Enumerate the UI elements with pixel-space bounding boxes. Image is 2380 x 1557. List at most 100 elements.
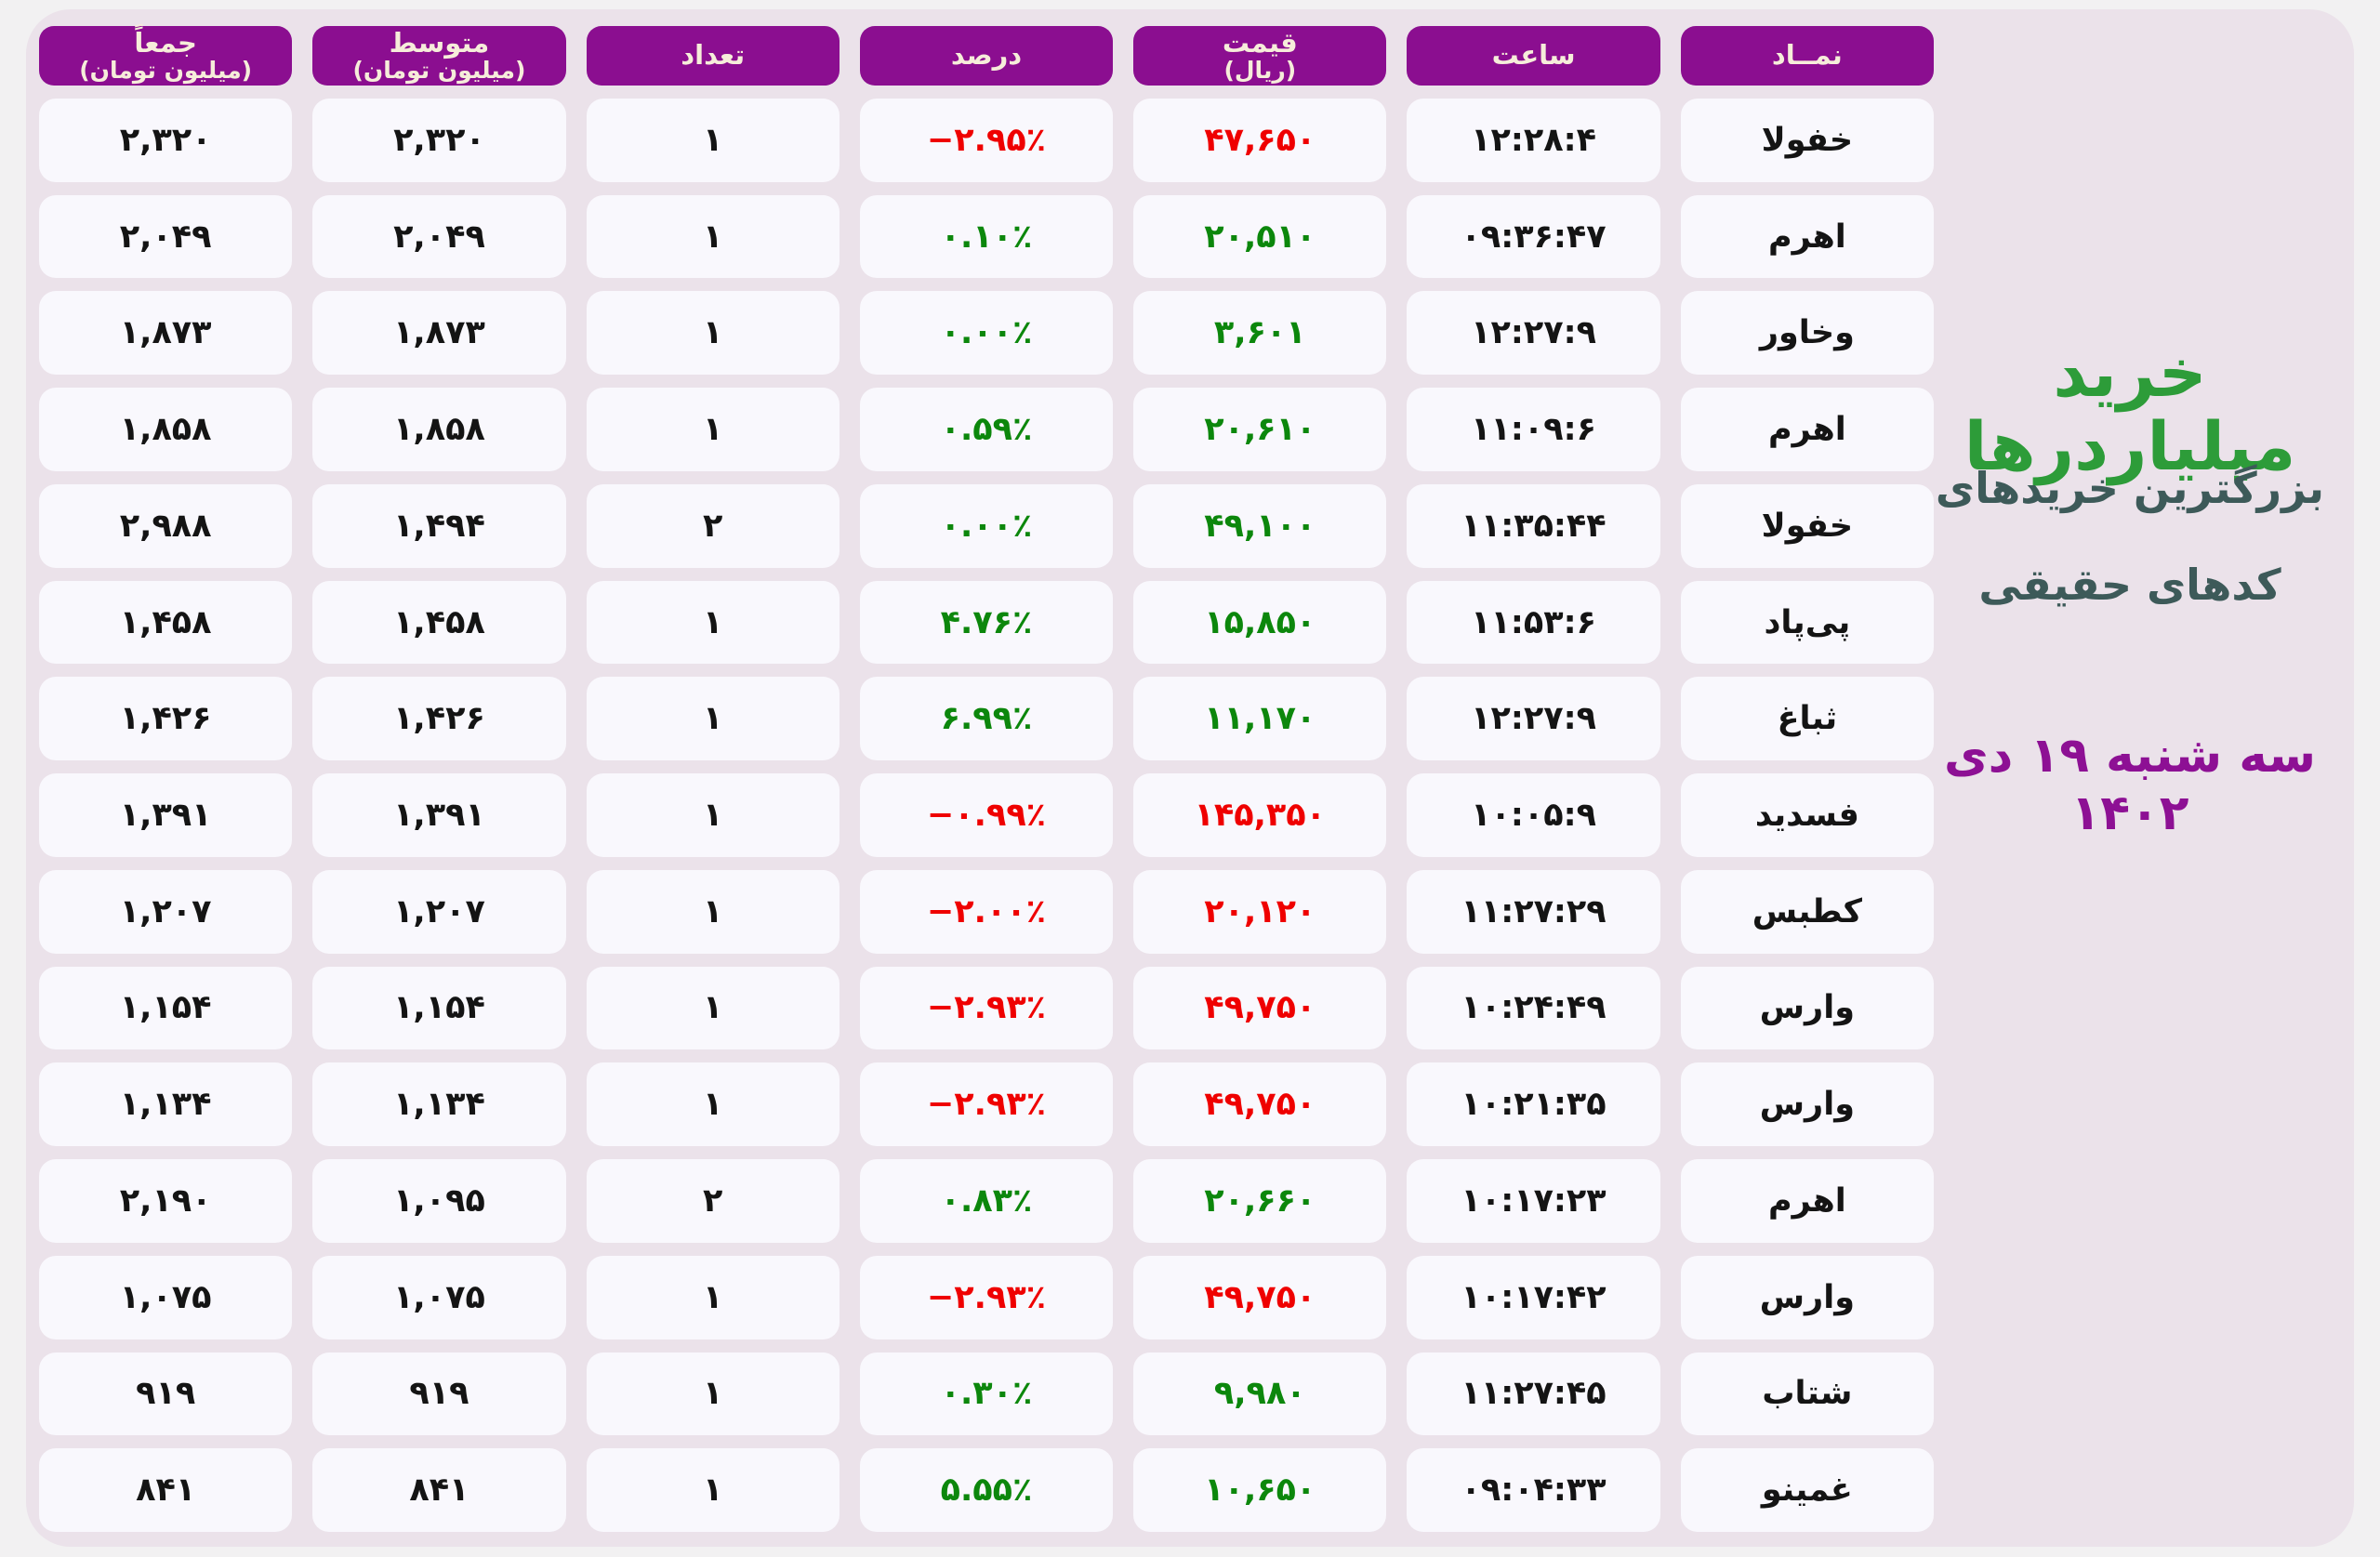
cell-total-row4: ۱,۸۵۸ [39, 388, 293, 471]
cell-time-row11: ۱۰:۲۱:۳۵ [1407, 1062, 1660, 1147]
column-header-percent: درصد [859, 26, 1114, 86]
cell-count-row14: ۱ [586, 1352, 840, 1436]
cell-symbol-row4: اهرم [1680, 388, 1934, 471]
cell-time-row15: ۰۹:۰۴:۳۳ [1407, 1448, 1660, 1532]
cell-count-row11: ۱ [586, 1062, 840, 1147]
cell-average-row2: ۲,۰۴۹ [312, 194, 566, 279]
cell-symbol-row8: فسدید [1680, 773, 1934, 857]
cell-symbol-row9: کطبس [1680, 869, 1934, 954]
column-header-label: تعداد [681, 39, 746, 72]
cell-percent-row9: −۲.۰۰٪ [859, 869, 1114, 954]
column-header-sublabel: (ریال) [1223, 57, 1297, 85]
cell-time-row10: ۱۰:۲۴:۴۹ [1407, 966, 1660, 1050]
column-header-label: جمعاً [134, 26, 197, 59]
cell-symbol-row3: وخاور [1680, 291, 1934, 376]
cell-percent-row1: −۲.۹۵٪ [859, 99, 1114, 182]
column-header-label: نمــاد [1771, 39, 1843, 72]
cell-symbol-row1: خفولا [1680, 99, 1934, 182]
cell-average-row4: ۱,۸۵۸ [312, 388, 566, 471]
date-label: سه شنبه ۱۹ دی ۱۴۰۲ [1944, 728, 2316, 842]
cell-symbol-row10: وارس [1680, 966, 1934, 1050]
cell-count-row1: ۱ [586, 99, 840, 182]
cell-total-row12: ۲,۱۹۰ [39, 1159, 293, 1243]
cell-count-row9: ۱ [586, 869, 840, 954]
cell-time-row2: ۰۹:۳۶:۴۷ [1407, 194, 1660, 279]
column-header-count: تعداد [586, 26, 840, 86]
title-block: خرید میلیاردرها بزرگترین خریدهای کدهای ح… [1913, 9, 2347, 1547]
column-header-total: جمعاً (میلیون تومان) [39, 26, 293, 86]
cell-percent-row2: ۰.۱۰٪ [859, 194, 1114, 279]
cell-total-row14: ۹۱۹ [39, 1352, 293, 1436]
cell-average-row3: ۱,۸۷۳ [312, 291, 566, 376]
cell-count-row3: ۱ [586, 291, 840, 376]
cell-average-row12: ۱,۰۹۵ [312, 1159, 566, 1243]
cell-total-row8: ۱,۳۹۱ [39, 773, 293, 857]
cell-percent-row8: −۰.۹۹٪ [859, 773, 1114, 857]
cell-total-row15: ۸۴۱ [39, 1448, 293, 1532]
cell-total-row11: ۱,۱۳۴ [39, 1062, 293, 1147]
cell-time-row13: ۱۰:۱۷:۴۲ [1407, 1255, 1660, 1339]
column-header-label: درصد [950, 39, 1023, 72]
cell-average-row1: ۲,۳۲۰ [312, 99, 566, 182]
cell-time-row5: ۱۱:۳۵:۴۴ [1407, 483, 1660, 568]
cell-percent-row11: −۲.۹۳٪ [859, 1062, 1114, 1147]
cell-average-row10: ۱,۱۵۴ [312, 966, 566, 1050]
cell-average-row13: ۱,۰۷۵ [312, 1255, 566, 1339]
cell-total-row3: ۱,۸۷۳ [39, 291, 293, 376]
column-header-label: ساعت [1491, 39, 1576, 72]
cell-price-row1: ۴۷,۶۵۰ [1133, 99, 1387, 182]
column-header-average: متوسط (میلیون تومان) [312, 26, 566, 86]
cell-price-row9: ۲۰,۱۲۰ [1133, 869, 1387, 954]
cell-count-row8: ۱ [586, 773, 840, 857]
cell-price-row13: ۴۹,۷۵۰ [1133, 1255, 1387, 1339]
cell-symbol-row7: ثباغ [1680, 677, 1934, 761]
cell-total-row1: ۲,۳۲۰ [39, 99, 293, 182]
column-header-sublabel: (میلیون تومان) [352, 57, 526, 85]
cell-price-row15: ۱۰,۶۵۰ [1133, 1448, 1387, 1532]
cell-average-row5: ۱,۴۹۴ [312, 483, 566, 568]
cell-average-row8: ۱,۳۹۱ [312, 773, 566, 857]
cell-percent-row7: ۶.۹۹٪ [859, 677, 1114, 761]
cell-percent-row6: ۴.۷۶٪ [859, 580, 1114, 665]
cell-total-row9: ۱,۲۰۷ [39, 869, 293, 954]
cell-time-row6: ۱۱:۵۳:۶ [1407, 580, 1660, 665]
cell-count-row12: ۲ [586, 1159, 840, 1243]
subtitle-line2: کدهای حقیقی [1978, 560, 2281, 610]
subtitle-line1: بزرگترین خریدهای [1935, 463, 2325, 513]
cell-count-row10: ۱ [586, 966, 840, 1050]
cell-percent-row5: ۰.۰۰٪ [859, 483, 1114, 568]
cell-count-row4: ۱ [586, 388, 840, 471]
column-header-sublabel: (میلیون تومان) [79, 57, 253, 85]
cell-symbol-row5: خفولا [1680, 483, 1934, 568]
cell-count-row2: ۱ [586, 194, 840, 279]
cell-total-row5: ۲,۹۸۸ [39, 483, 293, 568]
page-title: خرید میلیاردرها [1964, 334, 2296, 486]
cell-count-row7: ۱ [586, 677, 840, 761]
cell-percent-row10: −۲.۹۳٪ [859, 966, 1114, 1050]
cell-count-row6: ۱ [586, 580, 840, 665]
cell-price-row14: ۹,۹۸۰ [1133, 1352, 1387, 1436]
column-header-label: قیمت [1222, 26, 1298, 59]
cell-count-row15: ۱ [586, 1448, 840, 1532]
cell-symbol-row2: اهرم [1680, 194, 1934, 279]
cell-price-row12: ۲۰,۶۶۰ [1133, 1159, 1387, 1243]
cell-symbol-row13: وارس [1680, 1255, 1934, 1339]
cell-count-row13: ۱ [586, 1255, 840, 1339]
cell-price-row7: ۱۱,۱۷۰ [1133, 677, 1387, 761]
cell-price-row10: ۴۹,۷۵۰ [1133, 966, 1387, 1050]
cell-time-row1: ۱۲:۲۸:۴ [1407, 99, 1660, 182]
cell-price-row2: ۲۰,۵۱۰ [1133, 194, 1387, 279]
cell-average-row11: ۱,۱۳۴ [312, 1062, 566, 1147]
cell-total-row13: ۱,۰۷۵ [39, 1255, 293, 1339]
cell-price-row5: ۴۹,۱۰۰ [1133, 483, 1387, 568]
cell-total-row6: ۱,۴۵۸ [39, 580, 293, 665]
cell-percent-row15: ۵.۵۵٪ [859, 1448, 1114, 1532]
cell-symbol-row11: وارس [1680, 1062, 1934, 1147]
cell-time-row9: ۱۱:۲۷:۲۹ [1407, 869, 1660, 954]
column-header-price: قیمت (ریال) [1133, 26, 1387, 86]
cell-percent-row14: ۰.۳۰٪ [859, 1352, 1114, 1436]
cell-average-row14: ۹۱۹ [312, 1352, 566, 1436]
cell-price-row11: ۴۹,۷۵۰ [1133, 1062, 1387, 1147]
cell-average-row7: ۱,۴۲۶ [312, 677, 566, 761]
cell-average-row15: ۸۴۱ [312, 1448, 566, 1532]
